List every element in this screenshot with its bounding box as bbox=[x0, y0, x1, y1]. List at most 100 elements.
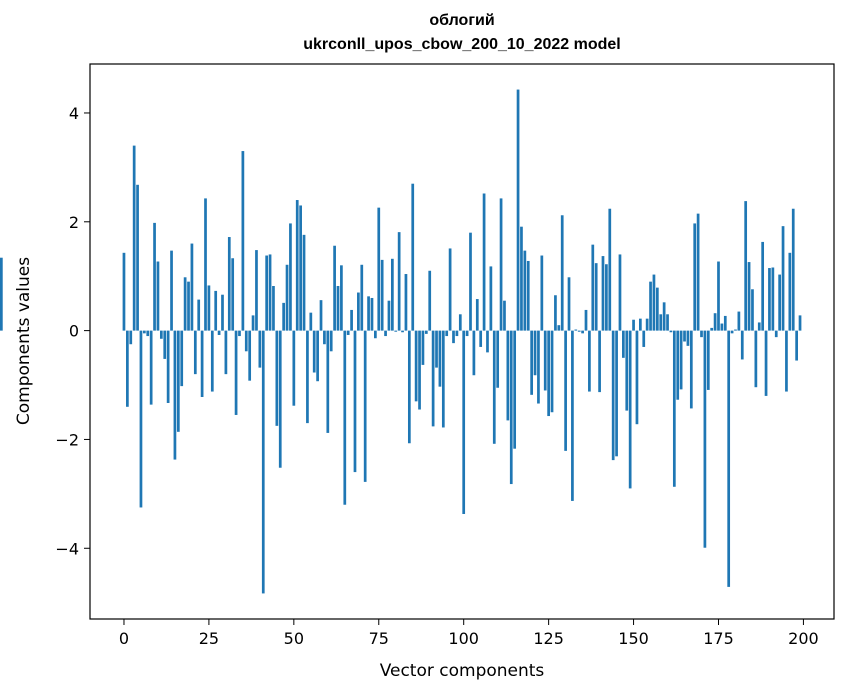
bar-162 bbox=[672, 330, 676, 487]
bar-undefined bbox=[0, 257, 3, 331]
bar-26 bbox=[210, 330, 214, 392]
plot-frame bbox=[89, 63, 835, 620]
bar-97 bbox=[452, 330, 455, 344]
bar-78 bbox=[387, 300, 391, 331]
bar-182 bbox=[740, 330, 744, 360]
bar-150 bbox=[632, 319, 635, 331]
bar-65 bbox=[343, 330, 347, 505]
bar-101 bbox=[465, 330, 469, 337]
bar-24 bbox=[204, 198, 207, 331]
bar-61 bbox=[329, 330, 333, 352]
bar-153 bbox=[642, 330, 646, 347]
bar-108 bbox=[489, 266, 493, 331]
bar-118 bbox=[523, 250, 527, 331]
bar-185 bbox=[751, 289, 754, 331]
bar-106 bbox=[482, 193, 486, 331]
bar-117 bbox=[520, 226, 523, 331]
bar-74 bbox=[374, 330, 377, 339]
bar-165 bbox=[683, 330, 686, 342]
bar-149 bbox=[628, 330, 632, 489]
bar-23 bbox=[200, 330, 204, 397]
bar-8 bbox=[149, 330, 153, 405]
bar-115 bbox=[513, 330, 517, 449]
bar-87 bbox=[418, 330, 421, 410]
bar-129 bbox=[560, 215, 564, 331]
bar-119 bbox=[526, 260, 530, 331]
bar-92 bbox=[435, 330, 438, 368]
bar-163 bbox=[676, 330, 680, 400]
x-tick-label: 75 bbox=[369, 629, 389, 648]
bar-11 bbox=[159, 330, 163, 339]
chart-subtitle: ukrconll_upos_cbow_200_10_2022 model bbox=[303, 36, 621, 53]
bar-154 bbox=[645, 318, 649, 331]
bar-51 bbox=[295, 200, 299, 331]
bar-80 bbox=[394, 330, 398, 332]
bar-71 bbox=[363, 330, 367, 482]
y-axis: −4 −2 0 2 4 bbox=[55, 104, 90, 558]
bar-48 bbox=[285, 264, 289, 331]
bar-184 bbox=[747, 262, 751, 331]
bar-86 bbox=[414, 330, 418, 402]
bar-89 bbox=[424, 330, 428, 334]
bar-30 bbox=[224, 330, 228, 375]
bar-121 bbox=[533, 330, 537, 376]
bars-group bbox=[0, 89, 802, 594]
bar-172 bbox=[706, 330, 710, 390]
bar-156 bbox=[652, 274, 656, 331]
bar-192 bbox=[774, 330, 778, 338]
bar-49 bbox=[289, 223, 292, 331]
bar-10 bbox=[156, 261, 160, 331]
bar-148 bbox=[625, 330, 629, 411]
bar-127 bbox=[554, 295, 557, 331]
bar-187 bbox=[757, 322, 761, 331]
bar-190 bbox=[768, 268, 771, 331]
bar-44 bbox=[272, 286, 275, 331]
bar-195 bbox=[785, 330, 788, 392]
bar-111 bbox=[499, 198, 503, 331]
bar-120 bbox=[530, 330, 534, 395]
bar-90 bbox=[428, 270, 432, 331]
bar-152 bbox=[638, 318, 642, 331]
bar-104 bbox=[475, 299, 479, 331]
bar-14 bbox=[170, 250, 173, 331]
bar-102 bbox=[469, 232, 472, 331]
x-tick-label: 25 bbox=[199, 629, 219, 648]
bar-40 bbox=[258, 330, 262, 368]
bar-37 bbox=[248, 330, 252, 381]
bar-32 bbox=[231, 258, 235, 331]
bar-155 bbox=[649, 281, 652, 331]
bar-98 bbox=[455, 330, 459, 337]
bar-198 bbox=[795, 330, 798, 361]
bar-45 bbox=[275, 330, 279, 426]
bar-64 bbox=[340, 265, 343, 331]
bar-109 bbox=[492, 330, 496, 444]
bar-105 bbox=[479, 330, 483, 347]
bar-177 bbox=[723, 315, 727, 331]
bar-178 bbox=[727, 330, 731, 587]
bar-57 bbox=[316, 330, 319, 382]
bar-42 bbox=[265, 255, 269, 331]
bar-13 bbox=[166, 330, 170, 403]
bar-123 bbox=[540, 255, 544, 331]
bar-66 bbox=[346, 330, 350, 335]
bar-100 bbox=[462, 330, 466, 514]
bar-63 bbox=[336, 286, 340, 331]
bar-171 bbox=[703, 330, 707, 548]
bar-18 bbox=[183, 277, 187, 331]
bar-76 bbox=[380, 259, 384, 331]
bar-36 bbox=[244, 330, 248, 352]
bar-151 bbox=[635, 330, 639, 425]
bar-19 bbox=[187, 281, 190, 331]
bar-174 bbox=[713, 313, 717, 331]
bar-170 bbox=[700, 330, 703, 338]
bar-176 bbox=[720, 323, 724, 331]
bar-75 bbox=[377, 207, 381, 331]
bar-95 bbox=[445, 330, 449, 337]
bar-50 bbox=[292, 330, 296, 406]
bar-2 bbox=[129, 330, 133, 345]
bar-107 bbox=[486, 330, 489, 353]
bar-33 bbox=[234, 330, 238, 415]
bar-9 bbox=[153, 222, 156, 331]
bar-134 bbox=[577, 330, 581, 332]
